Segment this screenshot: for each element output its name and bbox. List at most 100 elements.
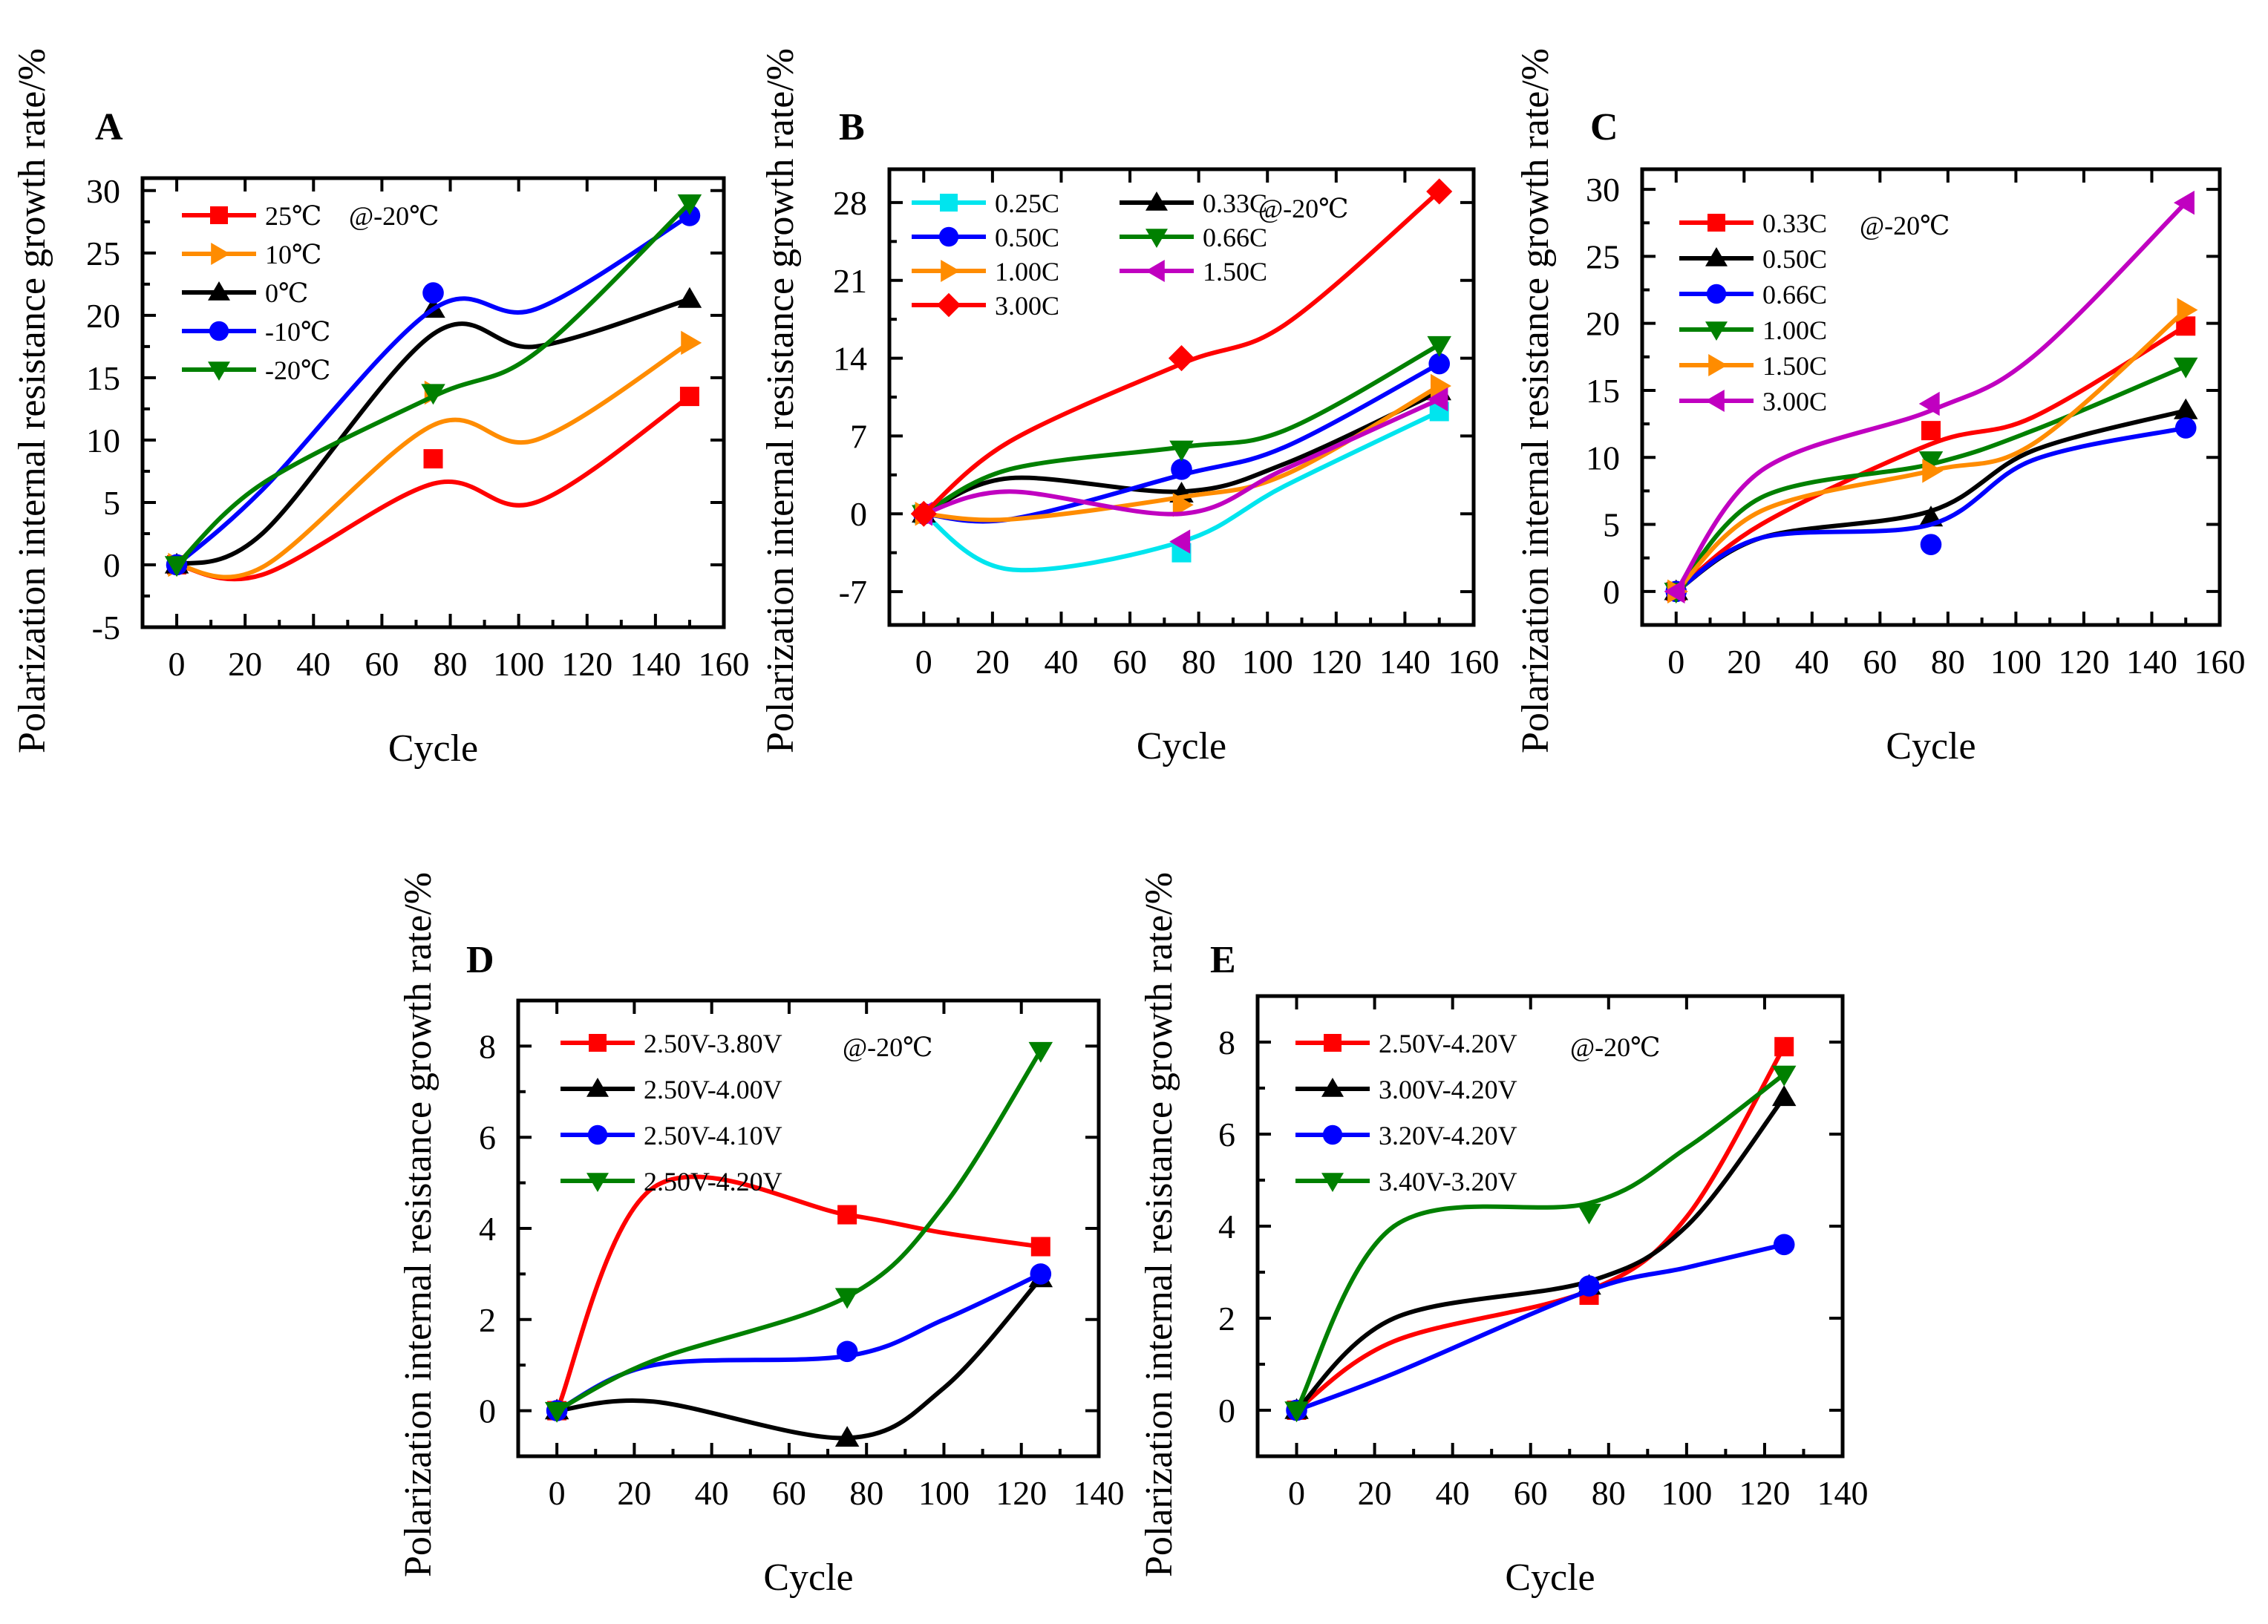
- legend-marker: [587, 1124, 608, 1145]
- plot-frame: [140, 176, 726, 629]
- panel-e: 0 20 40 60 80 100 120 140 0 2 4 6 8 Cycle Polarization…: [1138, 872, 1869, 1599]
- y-axis-title: Polarization internal resistance growth …: [1514, 48, 1557, 753]
- data-point: [1428, 353, 1451, 375]
- legend-item: 0.66C: [1679, 280, 1827, 310]
- series-line: [555, 1271, 1042, 1413]
- legend-item: 2.50V-4.00V: [561, 1075, 782, 1104]
- x-tick-label: 160: [2195, 643, 2246, 681]
- legend-label: 1.00C: [995, 257, 1059, 287]
- x-tick-label: 60: [772, 1474, 806, 1512]
- legend-label: 0.66C: [1762, 280, 1827, 310]
- data-point: [1771, 1085, 1797, 1107]
- legend-label: 25℃: [265, 201, 321, 231]
- legend-marker: [209, 321, 229, 341]
- data-point: [910, 500, 937, 527]
- series-2.50V-3.80V: [547, 1174, 1050, 1421]
- x-tick-label: 120: [1739, 1474, 1790, 1512]
- data-point: [1030, 1237, 1050, 1257]
- data-point: [2173, 398, 2198, 419]
- x-tick-label: 160: [1448, 643, 1500, 681]
- panel-letter: D: [466, 939, 494, 981]
- legend-label: 2.50V-4.10V: [644, 1121, 782, 1150]
- data-point: [1920, 534, 1942, 555]
- x-tick-label: 120: [561, 645, 612, 683]
- legend-item: 0.33C: [1679, 209, 1827, 238]
- y-tick-label: 6: [479, 1119, 496, 1156]
- panel-letter: E: [1210, 939, 1236, 981]
- legend-marker: [208, 361, 230, 381]
- y-tick-label: 20: [86, 297, 120, 335]
- legend-item: 2.50V-3.80V: [561, 1029, 782, 1058]
- y-tick-label: 7: [850, 417, 867, 455]
- legend-item: 2.50V-4.10V: [561, 1121, 782, 1150]
- legend-label: 0.25C: [995, 189, 1059, 218]
- x-tick-label: 60: [1863, 643, 1897, 681]
- legend-marker: [1708, 354, 1728, 376]
- y-tick-label: 15: [86, 359, 120, 397]
- series-line: [1674, 324, 2187, 594]
- series-3.40V-3.20V: [1284, 1065, 1797, 1423]
- legend-label: 10℃: [265, 240, 321, 269]
- data-point: [2177, 298, 2198, 322]
- plot-frame: [1640, 167, 2222, 627]
- series-line: [176, 297, 690, 567]
- series-2.50V-4.10V: [546, 1263, 1052, 1421]
- legend-item: 0℃: [182, 278, 308, 308]
- legend-item: 10℃: [182, 240, 321, 269]
- legend-label: 2.50V-3.80V: [644, 1029, 782, 1058]
- data-point: [2173, 357, 2198, 379]
- legend-label: 3.20V-4.20V: [1379, 1121, 1517, 1150]
- series-1.00C: [1664, 357, 2198, 604]
- legend-item: 3.20V-4.20V: [1295, 1121, 1517, 1150]
- legend-label: 1.50C: [1762, 351, 1827, 381]
- y-tick-label: 0: [479, 1392, 496, 1430]
- y-tick-label: 20: [1586, 305, 1620, 343]
- panel-d: 0 20 40 60 80 100 120 140 0 2 4 6 8 Cycle Polarization…: [397, 872, 1125, 1599]
- series-line: [1294, 1073, 1786, 1412]
- plot-frame: [1255, 994, 1845, 1458]
- y-axis-title: Polarization internal resistance growth …: [397, 872, 439, 1577]
- series-2.50V-4.20V: [544, 1041, 1053, 1423]
- data-point: [1028, 1041, 1053, 1063]
- legend-item: -10℃: [182, 317, 330, 347]
- condition-label: @-20℃: [843, 1032, 932, 1062]
- y-tick-label: 2: [479, 1301, 496, 1339]
- x-tick-label: 160: [699, 645, 750, 683]
- x-tick-label: 40: [695, 1474, 729, 1512]
- legend-label: -20℃: [265, 356, 330, 385]
- x-tick-label: 140: [1073, 1474, 1125, 1512]
- x-tick-label: 0: [1288, 1474, 1305, 1512]
- legend-marker: [1321, 1173, 1344, 1192]
- legend-marker: [211, 243, 230, 265]
- legend-item: 0.50C: [1679, 244, 1827, 274]
- legend-item: 1.50C: [1120, 257, 1267, 287]
- legend-item: 3.40V-3.20V: [1295, 1167, 1517, 1196]
- data-point: [2174, 417, 2197, 439]
- series-2.50V-4.20V: [1287, 1037, 1794, 1420]
- data-point: [1168, 345, 1195, 372]
- series-line: [175, 213, 691, 567]
- plot-frame: [516, 998, 1101, 1458]
- x-tick-label: 80: [434, 645, 468, 683]
- data-point: [1030, 1263, 1052, 1285]
- data-point: [1664, 579, 1685, 604]
- series-3.00C: [910, 178, 1453, 527]
- data-point: [677, 194, 702, 215]
- legend-marker: [586, 1173, 609, 1192]
- legend-label: 2.50V-4.20V: [1379, 1029, 1517, 1058]
- x-tick-label: 60: [1113, 643, 1147, 681]
- condition-label: @-20℃: [1258, 194, 1348, 223]
- legend-item: 2.50V-4.20V: [561, 1167, 782, 1196]
- data-point: [1284, 1401, 1309, 1423]
- legend-marker: [586, 1078, 609, 1097]
- legend-item: 0.33C: [1120, 189, 1267, 218]
- y-axis-title: Polarization internal resistance growth …: [1138, 872, 1180, 1577]
- legend-label: 3.40V-3.20V: [1379, 1167, 1517, 1196]
- data-point: [1771, 1065, 1797, 1087]
- legend-marker: [210, 206, 228, 224]
- y-tick-label: 14: [833, 340, 867, 378]
- x-tick-label: 80: [1931, 643, 1965, 681]
- data-point: [834, 1426, 860, 1447]
- legend-label: 1.50C: [1203, 257, 1267, 287]
- data-point: [1918, 451, 1944, 473]
